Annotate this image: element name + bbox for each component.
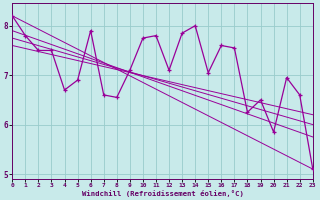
X-axis label: Windchill (Refroidissement éolien,°C): Windchill (Refroidissement éolien,°C) <box>82 190 244 197</box>
